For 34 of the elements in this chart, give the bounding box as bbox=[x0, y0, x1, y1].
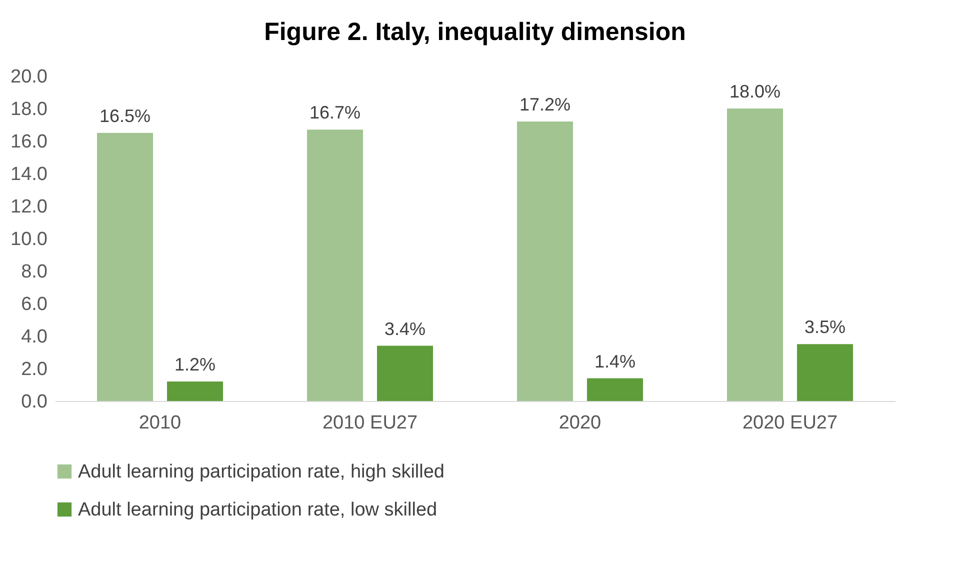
data-label: 17.2% bbox=[519, 94, 571, 114]
y-tick-label: 10.0 bbox=[10, 229, 48, 250]
x-tick-label: 2010 bbox=[138, 412, 182, 434]
y-tick-label: 4.0 bbox=[21, 326, 48, 348]
y-tick-label: 12.0 bbox=[10, 196, 48, 218]
y-tick-label: 16.0 bbox=[10, 132, 48, 152]
data-label: 18.0% bbox=[729, 82, 781, 102]
x-tick-label: 2020 EU27 bbox=[742, 412, 838, 434]
bar bbox=[167, 382, 223, 401]
y-tick-label: 8.0 bbox=[21, 262, 48, 282]
data-label: 3.5% bbox=[804, 317, 846, 338]
data-label: 1.2% bbox=[174, 354, 216, 374]
legend-label: Adult learning participation rate, high skilled bbox=[78, 462, 444, 482]
data-label: 16.5% bbox=[99, 106, 151, 126]
bar bbox=[377, 346, 433, 401]
y-tick-label: 18.0 bbox=[10, 99, 48, 120]
y-tick-label: 0.0 bbox=[21, 392, 48, 412]
bar bbox=[587, 378, 643, 401]
bar bbox=[797, 344, 853, 401]
x-tick-label: 2010 EU27 bbox=[322, 412, 418, 434]
y-tick-label: 14.0 bbox=[10, 164, 48, 185]
bar bbox=[307, 130, 363, 401]
bar bbox=[517, 122, 573, 401]
data-label: 1.4% bbox=[594, 351, 636, 372]
bar bbox=[97, 132, 153, 401]
y-tick-label: 6.0 bbox=[21, 294, 48, 315]
bar bbox=[727, 108, 783, 401]
x-tick-label: 2020 bbox=[558, 412, 602, 434]
data-label: 3.4% bbox=[384, 318, 426, 339]
y-tick-label: 20.0 bbox=[10, 66, 48, 88]
y-tick-label: 2.0 bbox=[21, 359, 48, 380]
data-label: 16.7% bbox=[309, 102, 361, 123]
legend-label: Adult learning participation rate, low skilled bbox=[78, 500, 438, 520]
chart-title: Figure 2. Italy, inequality dimension bbox=[264, 18, 686, 46]
